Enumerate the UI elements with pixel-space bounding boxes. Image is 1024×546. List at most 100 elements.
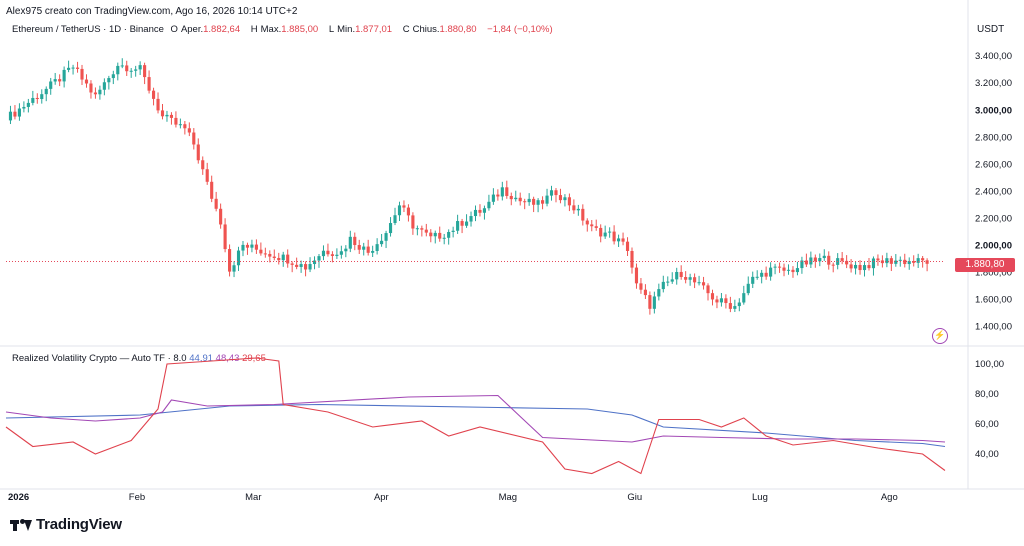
candle-body bbox=[831, 264, 835, 266]
candle-body bbox=[420, 228, 424, 230]
candle-body bbox=[625, 241, 630, 251]
chart-header: Alex975 creato con TradingView.com, Ago … bbox=[6, 6, 298, 17]
candle-body bbox=[670, 279, 674, 282]
volatility-lines bbox=[5, 357, 946, 475]
candle-body bbox=[496, 194, 500, 197]
candle-body bbox=[58, 79, 62, 82]
candle-body bbox=[921, 258, 925, 261]
price-tick-label: 2.800,00 bbox=[975, 132, 1012, 143]
low-value: L Min.1.877,01 bbox=[329, 24, 396, 35]
symbol-name[interactable]: Ethereum / TetherUS · 1D · Binance bbox=[12, 24, 164, 35]
candle-body bbox=[478, 209, 482, 213]
flash-icon[interactable]: ⚡ bbox=[932, 328, 948, 344]
candle-body bbox=[8, 111, 13, 121]
candle-body bbox=[862, 265, 867, 271]
time-axis: 2026 Feb Mar Apr Mag Giu Lug Ago bbox=[8, 492, 898, 503]
volatility-tick-label: 80,00 bbox=[975, 389, 999, 400]
candle-body bbox=[889, 258, 893, 264]
volatility-tick-label: 40,00 bbox=[975, 449, 999, 460]
candle-body bbox=[585, 220, 589, 225]
candle-body bbox=[684, 277, 688, 280]
candle-body bbox=[912, 261, 916, 263]
candle-body bbox=[634, 267, 639, 284]
candle-body bbox=[241, 244, 245, 251]
candle-body bbox=[760, 272, 764, 277]
candle-body bbox=[693, 277, 697, 283]
candle-body bbox=[304, 264, 308, 270]
candle-body bbox=[89, 83, 93, 93]
time-tick-label: Apr bbox=[374, 492, 389, 503]
open-value: O Aper.1.882,64 bbox=[171, 24, 245, 35]
candle-body bbox=[487, 201, 491, 209]
candle-body bbox=[630, 250, 634, 268]
candle-body bbox=[393, 215, 397, 224]
candle-body bbox=[594, 226, 598, 228]
candle-body bbox=[308, 264, 312, 270]
volatility-axis: 40,00 60,00 80,00 100,00 bbox=[975, 359, 1004, 460]
candle-body bbox=[777, 266, 782, 268]
candle-body bbox=[219, 208, 223, 225]
candle-body bbox=[183, 124, 187, 129]
candle-body bbox=[572, 205, 576, 211]
candle-body bbox=[272, 256, 276, 258]
candle-body bbox=[98, 89, 102, 95]
indicator-name[interactable]: Realized Volatility Crypto — Auto TF · 8… bbox=[12, 353, 187, 364]
close-number: 1.880,80 bbox=[439, 24, 477, 35]
candle-body bbox=[733, 306, 737, 309]
candle-body bbox=[205, 169, 209, 182]
candle-body bbox=[344, 248, 348, 252]
candle-body bbox=[245, 244, 250, 248]
candle-body bbox=[26, 102, 30, 107]
candle-body bbox=[657, 289, 661, 297]
candle-body bbox=[321, 250, 326, 257]
symbol-legend: Ethereum / TetherUS · 1D · Binance O Aper… bbox=[12, 24, 557, 35]
candle-body bbox=[925, 260, 929, 264]
candle-body bbox=[451, 230, 455, 232]
candle-body bbox=[688, 277, 692, 280]
candle-body bbox=[871, 258, 876, 269]
candle-body bbox=[254, 244, 258, 250]
candle-body bbox=[545, 195, 549, 204]
brand-logo[interactable]: TradingView bbox=[10, 516, 122, 533]
candle-body bbox=[236, 250, 241, 266]
candle-body bbox=[795, 268, 800, 273]
high-number: 1.885,00 bbox=[281, 24, 319, 35]
candle-body bbox=[885, 258, 889, 264]
candle-body bbox=[818, 258, 822, 262]
candle-body bbox=[473, 209, 478, 217]
candle-body bbox=[590, 224, 594, 227]
candle-body bbox=[22, 106, 26, 109]
close-value: C Chius.1.880,80 bbox=[403, 24, 481, 35]
candle-body bbox=[786, 269, 791, 271]
volatility-tick-label: 100,00 bbox=[975, 359, 1004, 370]
candle-body bbox=[460, 221, 464, 226]
candle-body bbox=[151, 90, 156, 99]
candle-body bbox=[442, 237, 446, 239]
indicator-value-blue: 44,91 bbox=[189, 353, 214, 364]
candle-body bbox=[648, 295, 652, 309]
candle-body bbox=[894, 260, 898, 264]
candle-body bbox=[263, 253, 267, 255]
candle-body bbox=[858, 264, 862, 271]
candle-body bbox=[697, 282, 701, 284]
candle-body bbox=[295, 264, 299, 267]
candle-body bbox=[335, 254, 339, 256]
candle-body bbox=[330, 254, 334, 256]
candle-body bbox=[438, 232, 442, 239]
candle-body bbox=[563, 197, 567, 201]
price-axis: 1.400,00 1.600,00 1.800,00 2.000,00 2.200,00… bbox=[975, 51, 1012, 332]
time-tick-label: 2026 bbox=[8, 492, 29, 503]
candle-body bbox=[169, 114, 174, 118]
candle-body bbox=[782, 267, 786, 271]
candle-body bbox=[737, 302, 741, 307]
candle-body bbox=[277, 257, 281, 261]
candle-body bbox=[125, 65, 129, 72]
candle-body bbox=[715, 299, 719, 303]
open-number: 1.882,64 bbox=[203, 24, 241, 35]
candle-body bbox=[541, 200, 545, 204]
candle-body bbox=[165, 114, 169, 117]
candle-body bbox=[138, 65, 142, 70]
candle-body bbox=[326, 250, 330, 255]
candle-body bbox=[719, 298, 723, 303]
